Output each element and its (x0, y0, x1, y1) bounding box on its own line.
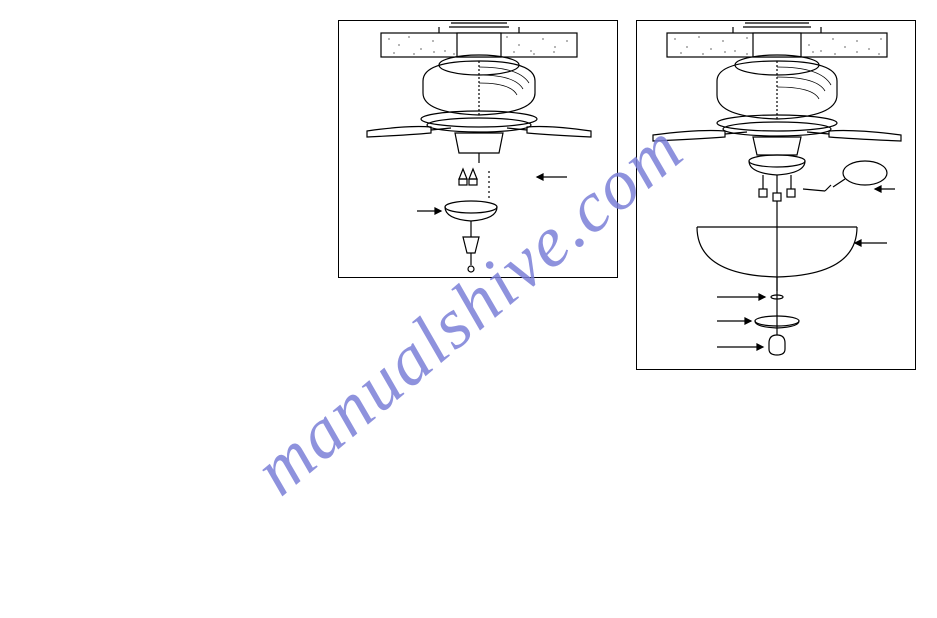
figure-left-svg (339, 21, 619, 279)
figure-left (338, 20, 618, 278)
figure-right (636, 20, 916, 370)
figure-right-svg (637, 21, 917, 371)
